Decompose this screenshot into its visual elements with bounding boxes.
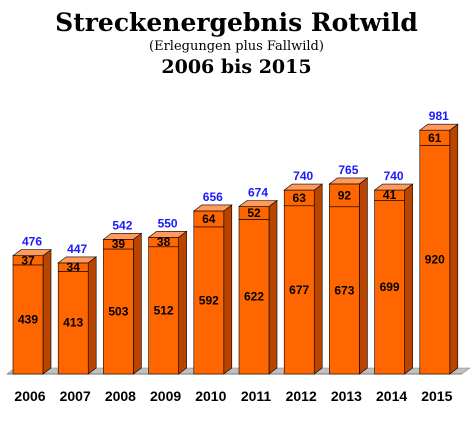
bar-lower-2013 — [329, 206, 360, 375]
value-label-lower-2011: 622 — [244, 290, 264, 304]
total-label-2013: 765 — [338, 163, 358, 177]
value-label-upper-2010: 64 — [202, 212, 216, 226]
bar-side-2013 — [359, 177, 368, 375]
value-label-upper-2011: 52 — [247, 206, 261, 220]
value-label-upper-2014: 41 — [383, 188, 397, 202]
bar-side-2007 — [87, 256, 97, 375]
value-label-upper-2006: 37 — [21, 253, 35, 267]
bar-side-2008 — [133, 232, 142, 375]
value-label-lower-2012: 677 — [289, 283, 309, 297]
total-label-2006: 476 — [22, 235, 42, 249]
bar-lower-2015 — [419, 145, 451, 375]
bar-lower-2010 — [193, 226, 225, 375]
bar-side-2012 — [313, 183, 323, 375]
bar-side-2010 — [223, 204, 233, 375]
bar-lower-2011 — [238, 219, 270, 375]
value-label-upper-2015: 61 — [428, 131, 442, 145]
bar-side-2015 — [449, 123, 459, 375]
bar-top-2013 — [328, 177, 369, 185]
value-label-upper-2009: 38 — [157, 235, 171, 249]
bar-lower-2008 — [103, 248, 134, 375]
chart-subtitle: (Erlegungen plus Fallwild) — [149, 39, 324, 54]
chart-period: 2006 bis 2015 — [161, 56, 312, 78]
bar-top-2006 — [12, 249, 52, 257]
x-tick-label-2009: 2009 — [150, 388, 181, 404]
x-tick-label-2006: 2006 — [14, 388, 45, 404]
value-label-lower-2006: 439 — [18, 312, 38, 326]
value-label-upper-2012: 63 — [293, 191, 307, 205]
bar-top-2011 — [238, 200, 278, 207]
total-label-2010: 656 — [203, 190, 223, 204]
bar-top-2010 — [192, 204, 233, 212]
value-label-lower-2010: 592 — [199, 293, 219, 307]
value-label-lower-2014: 699 — [380, 280, 400, 294]
value-label-upper-2008: 39 — [112, 237, 126, 251]
total-label-2014: 740 — [384, 169, 404, 183]
bar-top-2012 — [283, 183, 324, 191]
bar-side-2014 — [404, 183, 413, 375]
value-label-lower-2013: 673 — [334, 283, 354, 297]
x-tick-label-2011: 2011 — [241, 388, 272, 404]
value-label-lower-2008: 503 — [108, 305, 128, 319]
x-tick-label-2007: 2007 — [60, 388, 91, 404]
x-tick-label-2010: 2010 — [195, 388, 226, 404]
x-tick-label-2012: 2012 — [286, 388, 317, 404]
chart-title: Streckenergebnis Rotwild — [55, 8, 418, 37]
total-label-2012: 740 — [293, 169, 313, 183]
value-label-upper-2013: 92 — [338, 188, 352, 202]
bar-side-2006 — [42, 249, 52, 375]
total-label-2009: 550 — [158, 216, 178, 230]
value-label-lower-2009: 512 — [154, 303, 174, 317]
bar-top-2015 — [418, 123, 459, 131]
bar-lower-2009 — [148, 246, 179, 375]
x-tick-label-2008: 2008 — [105, 388, 136, 404]
value-label-upper-2007: 34 — [67, 260, 81, 274]
bar-side-2011 — [268, 199, 278, 375]
x-tick-label-2014: 2014 — [376, 388, 407, 404]
bar-side-2009 — [178, 230, 187, 375]
total-label-2015: 981 — [429, 109, 449, 123]
bar-top-2009 — [147, 231, 188, 238]
x-tick-label-2015: 2015 — [421, 388, 452, 404]
x-tick-label-2013: 2013 — [331, 388, 362, 404]
bar-top-2014 — [373, 183, 414, 191]
total-label-2007: 447 — [67, 242, 87, 256]
bar-top-2008 — [102, 233, 143, 240]
total-label-2008: 542 — [112, 218, 132, 232]
bar-lower-2007 — [57, 271, 89, 375]
bar-lower-2014 — [374, 199, 405, 375]
bar-top-2007 — [57, 256, 98, 264]
value-label-lower-2015: 920 — [425, 253, 445, 267]
value-label-lower-2007: 413 — [63, 316, 83, 330]
total-label-2011: 674 — [248, 186, 268, 200]
bar-lower-2012 — [283, 205, 315, 375]
